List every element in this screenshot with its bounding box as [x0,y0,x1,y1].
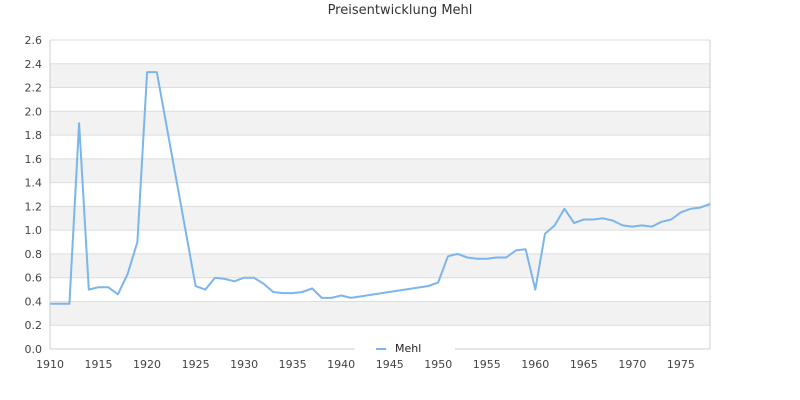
chart-title: Preisentwicklung Mehl [327,3,473,18]
y-tick-label: 0.0 [25,343,43,356]
y-tick-label: 1.0 [25,224,43,237]
y-tick-label: 1.2 [25,200,43,213]
x-tick-label: 1930 [230,358,258,371]
x-axis-ticks: 1910 1915 1920 1925 1930 1935 1940 1945 1950 1955… [36,358,695,371]
x-tick-label: 1960 [521,358,549,371]
x-tick-label: 1945 [376,358,404,371]
x-tick-label: 1915 [85,358,113,371]
band [50,206,710,231]
x-tick-label: 1975 [667,358,695,371]
band [50,111,710,136]
x-tick-label: 1950 [424,358,452,371]
x-tick-label: 1955 [473,358,501,371]
x-tick-label: 1940 [327,358,355,371]
x-tick-label: 1925 [182,358,210,371]
background-bands [50,63,710,326]
y-tick-label: 1.6 [25,153,43,166]
band [50,301,710,326]
y-tick-label: 2.6 [25,34,43,47]
y-tick-label: 2.4 [25,58,43,71]
y-tick-label: 0.4 [25,295,43,308]
y-axis-ticks: 0.0 0.2 0.4 0.6 0.8 1.0 1.2 1.4 1.6 1.8 2.0 2.2 2.4 2… [25,34,43,356]
legend-label[interactable]: Mehl [395,342,421,355]
y-tick-label: 1.8 [25,129,43,142]
x-tick-label: 1935 [279,358,307,371]
series-line[interactable] [50,71,711,305]
x-tick-label: 1965 [570,358,598,371]
x-tick-label: 1920 [133,358,161,371]
legend[interactable]: Mehl [355,342,455,355]
x-tick-label: 1910 [36,358,64,371]
y-tick-label: 0.8 [25,248,43,261]
y-tick-label: 1.4 [25,177,43,190]
y-tick-label: 0.6 [25,272,43,285]
x-tick-label: 1970 [618,358,646,371]
band [50,253,710,278]
band [50,158,710,183]
band [50,63,710,88]
legend-background [355,343,455,355]
y-tick-label: 2.2 [25,82,43,95]
y-tick-label: 2.0 [25,105,43,118]
y-tick-label: 0.2 [25,319,43,332]
series-mehl[interactable] [50,71,711,305]
